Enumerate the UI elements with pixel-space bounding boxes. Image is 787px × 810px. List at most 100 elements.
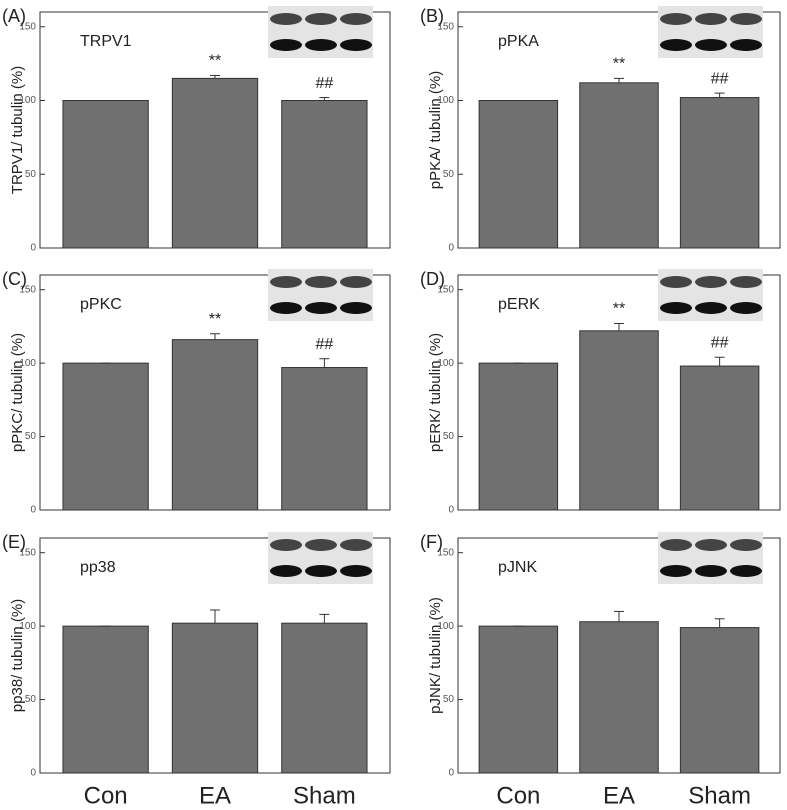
bar bbox=[478, 625, 559, 774]
blot-band bbox=[730, 13, 762, 25]
bar bbox=[62, 100, 149, 249]
significance-mark: ** bbox=[209, 53, 221, 70]
bar bbox=[171, 622, 259, 774]
blot-band bbox=[270, 276, 302, 288]
blot-band bbox=[730, 276, 762, 288]
blot-band bbox=[660, 302, 692, 314]
y-tick-label: 100 bbox=[437, 95, 454, 106]
y-axis-label: pPKA/ tubulin (%) bbox=[427, 71, 444, 189]
blot-band bbox=[660, 276, 692, 288]
blot-band bbox=[695, 565, 727, 577]
blot-band bbox=[340, 39, 372, 51]
y-tick-label: 150 bbox=[19, 284, 36, 295]
bar bbox=[478, 362, 559, 511]
blot-band bbox=[660, 539, 692, 551]
significance-mark: ## bbox=[711, 334, 729, 351]
blot-band bbox=[305, 13, 337, 25]
y-tick-label: 150 bbox=[19, 547, 36, 558]
y-tick-label: 100 bbox=[19, 621, 36, 632]
bar bbox=[62, 625, 149, 774]
y-tick-label: 100 bbox=[19, 358, 36, 369]
blot-band bbox=[695, 539, 727, 551]
y-tick-label: 50 bbox=[25, 694, 37, 705]
significance-mark: ** bbox=[613, 56, 625, 73]
bar bbox=[62, 362, 149, 511]
panel-label: (D) bbox=[420, 269, 445, 289]
panel-title: pp38 bbox=[80, 559, 116, 576]
blot-band bbox=[340, 539, 372, 551]
bar bbox=[579, 621, 659, 774]
bar bbox=[679, 365, 760, 511]
bar bbox=[171, 77, 259, 249]
y-axis-label: pp38/ tubulin (%) bbox=[9, 599, 26, 712]
y-tick-label: 100 bbox=[437, 621, 454, 632]
blot-band bbox=[305, 565, 337, 577]
panel-title: pPKA bbox=[498, 33, 539, 50]
blot-band bbox=[270, 39, 302, 51]
panel-label: (B) bbox=[420, 6, 444, 26]
panel-label: (E) bbox=[2, 532, 26, 552]
panel-title: pJNK bbox=[498, 559, 537, 576]
y-tick-label: 150 bbox=[437, 284, 454, 295]
y-tick-label: 50 bbox=[443, 169, 455, 180]
panel-title: pPKC bbox=[80, 296, 122, 313]
blot-band bbox=[660, 39, 692, 51]
panel-label: (A) bbox=[2, 6, 26, 26]
blot-band bbox=[730, 39, 762, 51]
y-tick-label: 100 bbox=[19, 95, 36, 106]
panel-title: pERK bbox=[498, 296, 540, 313]
blot-band bbox=[270, 13, 302, 25]
x-tick-label: Con bbox=[84, 782, 128, 809]
blot-band bbox=[730, 539, 762, 551]
x-tick-label: Sham bbox=[688, 782, 751, 809]
significance-mark: ## bbox=[711, 70, 729, 87]
blot-band bbox=[270, 565, 302, 577]
y-tick-label: 0 bbox=[448, 243, 454, 254]
x-tick-label: Sham bbox=[293, 782, 356, 809]
x-tick-label: EA bbox=[199, 782, 231, 809]
y-axis-label: TRPV1/ tubulin (%) bbox=[9, 66, 26, 194]
blot-band bbox=[660, 13, 692, 25]
bar bbox=[478, 100, 559, 249]
blot-band bbox=[270, 302, 302, 314]
bar bbox=[679, 97, 760, 249]
blot-band bbox=[695, 13, 727, 25]
blot-band bbox=[305, 539, 337, 551]
y-tick-label: 50 bbox=[25, 169, 37, 180]
significance-mark: ** bbox=[613, 301, 625, 318]
y-tick-label: 150 bbox=[19, 21, 36, 32]
y-tick-label: 100 bbox=[437, 358, 454, 369]
y-tick-label: 0 bbox=[448, 505, 454, 516]
y-tick-label: 50 bbox=[443, 694, 455, 705]
blot-band bbox=[695, 302, 727, 314]
blot-band bbox=[695, 276, 727, 288]
x-tick-label: Con bbox=[496, 782, 540, 809]
y-tick-label: 0 bbox=[448, 768, 454, 779]
bar bbox=[679, 627, 760, 774]
blot-band bbox=[340, 13, 372, 25]
y-tick-label: 0 bbox=[30, 243, 36, 254]
y-tick-label: 150 bbox=[437, 21, 454, 32]
bar bbox=[281, 622, 368, 774]
blot-band bbox=[730, 565, 762, 577]
significance-mark: ## bbox=[315, 75, 333, 92]
y-axis-label: pJNK/ tubulin (%) bbox=[427, 597, 444, 714]
y-tick-label: 0 bbox=[30, 768, 36, 779]
y-tick-label: 0 bbox=[30, 505, 36, 516]
panel-label: (F) bbox=[420, 532, 443, 552]
y-tick-label: 150 bbox=[437, 547, 454, 558]
blot-band bbox=[305, 276, 337, 288]
blot-band bbox=[340, 302, 372, 314]
blot-band bbox=[695, 39, 727, 51]
blot-band bbox=[340, 276, 372, 288]
blot-band bbox=[340, 565, 372, 577]
bar bbox=[579, 82, 659, 249]
blot-band bbox=[305, 302, 337, 314]
blot-band bbox=[730, 302, 762, 314]
y-tick-label: 50 bbox=[25, 431, 37, 442]
y-axis-label: pPKC/ tubulin (%) bbox=[9, 333, 26, 452]
bar bbox=[579, 330, 659, 511]
significance-mark: ## bbox=[315, 336, 333, 353]
y-tick-label: 50 bbox=[443, 431, 455, 442]
